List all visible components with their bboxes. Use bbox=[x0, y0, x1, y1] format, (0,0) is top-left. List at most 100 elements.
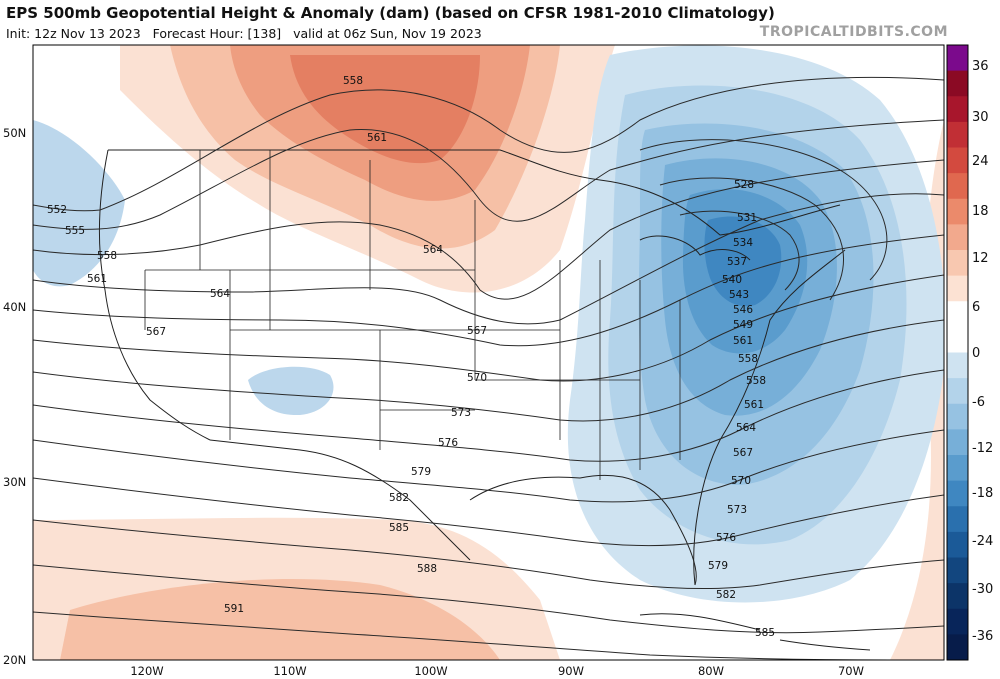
contour-label: 585 bbox=[389, 522, 409, 534]
colorbar-segment bbox=[947, 198, 968, 225]
colorbar-tick: -18 bbox=[972, 486, 993, 501]
contour-line bbox=[33, 564, 944, 634]
lon-label: 70W bbox=[838, 664, 864, 678]
colorbar-segment bbox=[947, 352, 968, 379]
contour-label: 576 bbox=[716, 532, 736, 544]
contour-label: 537 bbox=[727, 256, 747, 268]
southwest-anomaly bbox=[248, 366, 334, 416]
contour-label: 585 bbox=[755, 627, 775, 639]
contour-label: 564 bbox=[210, 288, 230, 300]
contour-line bbox=[33, 369, 944, 462]
colorbar-segment bbox=[947, 378, 968, 405]
colorbar-segment bbox=[947, 455, 968, 482]
colorbar-tick: -12 bbox=[972, 441, 993, 456]
colorbar-segment bbox=[947, 403, 968, 430]
colorbar-segment bbox=[947, 147, 968, 174]
contour-label: 561 bbox=[87, 273, 107, 285]
contour-label: 558 bbox=[746, 375, 766, 387]
colorbar-tick: 36 bbox=[972, 59, 989, 74]
forecast-hour: Forecast Hour: [138] bbox=[152, 26, 282, 41]
positive-anomaly-shading bbox=[33, 45, 944, 660]
colorbar-tick: 30 bbox=[972, 110, 989, 125]
colorbar-tick: -6 bbox=[972, 395, 985, 410]
east-coast bbox=[693, 249, 846, 586]
contour-label: 561 bbox=[744, 399, 764, 411]
colorbar-segment bbox=[947, 531, 968, 559]
contour-line bbox=[33, 477, 944, 546]
valid-time: valid at 06z Sun, Nov 19 2023 bbox=[293, 26, 482, 41]
colorbar-segment bbox=[947, 173, 968, 200]
colorbar-frame bbox=[946, 44, 969, 661]
colorbar-tick: 12 bbox=[972, 251, 989, 266]
colorbar-tick: 0 bbox=[972, 346, 980, 361]
contour-label: 531 bbox=[737, 212, 757, 224]
colorbar-tick: 24 bbox=[972, 154, 989, 169]
contour-line bbox=[33, 274, 944, 382]
contour-label: 582 bbox=[389, 492, 409, 504]
caribbean-islands bbox=[639, 613, 871, 651]
contour-line bbox=[33, 159, 944, 300]
contour-label: 567 bbox=[146, 326, 166, 338]
contour-label: 558 bbox=[97, 250, 117, 262]
brand-watermark: TROPICALTIDBITS.COM bbox=[759, 24, 948, 40]
colorbar-segment bbox=[947, 301, 968, 328]
gulf-coast bbox=[469, 474, 697, 586]
contour-label: 588 bbox=[417, 563, 437, 575]
contour-label: 570 bbox=[731, 475, 751, 487]
chart-title: EPS 500mb Geopotential Height & Anomaly … bbox=[6, 4, 775, 22]
mexico-border bbox=[209, 439, 471, 561]
pacific-nw-anomaly bbox=[33, 120, 125, 287]
map-panel bbox=[33, 45, 944, 660]
contour-line bbox=[33, 193, 944, 325]
contour-label: 573 bbox=[451, 407, 471, 419]
contour-label: 579 bbox=[708, 560, 728, 572]
height-contours bbox=[33, 76, 944, 660]
contour-label: 558 bbox=[738, 353, 758, 365]
contour-label: 579 bbox=[411, 466, 431, 478]
contour-label: 564 bbox=[423, 244, 443, 256]
contour-line bbox=[679, 210, 800, 291]
colorbar-segment bbox=[947, 583, 968, 610]
contour-label: 528 bbox=[734, 179, 754, 191]
contour-line bbox=[33, 119, 944, 230]
canada-us-border bbox=[108, 149, 841, 236]
colorbar-ticks: 36 30 24 18 12 6 0 -6 -12 -18 -24 -30 -3… bbox=[972, 59, 993, 644]
lat-label: 50N bbox=[3, 126, 26, 140]
trough-anomaly-core bbox=[704, 216, 782, 307]
contour-line bbox=[33, 234, 944, 347]
colorbar-tick: -36 bbox=[972, 629, 993, 644]
contour-label: 570 bbox=[467, 372, 487, 384]
lon-label: 120W bbox=[130, 664, 163, 678]
lon-label: 110W bbox=[273, 664, 306, 678]
contour-label: 552 bbox=[47, 204, 67, 216]
lon-labels: 120W 110W 100W 90W 80W 70W bbox=[130, 664, 864, 678]
lat-labels: 50N 40N 30N 20N bbox=[3, 126, 26, 667]
contour-label: 567 bbox=[733, 447, 753, 459]
colorbar-tick: 18 bbox=[972, 204, 989, 219]
colorbar-segment bbox=[947, 557, 968, 584]
colorbar-segment bbox=[947, 634, 968, 661]
colorbar-segment bbox=[947, 250, 968, 277]
colorbar bbox=[947, 45, 968, 661]
contour-label: 582 bbox=[716, 589, 736, 601]
run-info: Init: 12z Nov 13 2023 Forecast Hour: [13… bbox=[6, 26, 482, 41]
init-time: Init: 12z Nov 13 2023 bbox=[6, 26, 141, 41]
contour-label: 549 bbox=[733, 319, 753, 331]
contour-label: 543 bbox=[729, 289, 749, 301]
colorbar-segment bbox=[947, 70, 968, 97]
contour-line bbox=[33, 429, 944, 503]
lon-label: 80W bbox=[698, 664, 724, 678]
contour-label: 576 bbox=[438, 437, 458, 449]
lon-label: 90W bbox=[558, 664, 584, 678]
map-frame bbox=[32, 44, 945, 661]
contour-label: 546 bbox=[733, 304, 753, 316]
contour-line bbox=[33, 519, 944, 590]
contour-line bbox=[33, 76, 944, 212]
contour-label: 558 bbox=[343, 75, 363, 87]
colorbar-segment bbox=[947, 429, 968, 456]
colorbar-segment bbox=[947, 121, 968, 149]
great-lakes bbox=[639, 235, 751, 261]
contour-label: 564 bbox=[736, 422, 756, 434]
contour-label: 534 bbox=[733, 237, 753, 249]
